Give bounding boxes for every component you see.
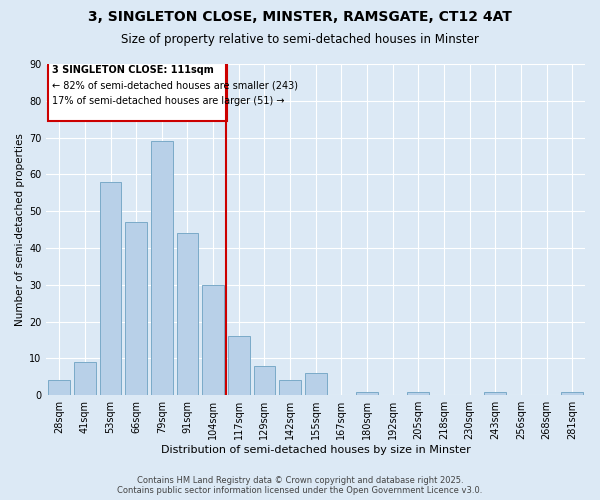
- Bar: [407, 392, 429, 395]
- Text: 17% of semi-detached houses are larger (51) →: 17% of semi-detached houses are larger (…: [52, 96, 284, 106]
- Bar: [561, 392, 583, 395]
- Bar: [49, 380, 70, 395]
- Bar: [151, 142, 173, 395]
- Bar: [305, 373, 326, 395]
- Bar: [202, 285, 224, 395]
- Bar: [356, 392, 378, 395]
- Bar: [125, 222, 147, 395]
- Text: 3 SINGLETON CLOSE: 111sqm: 3 SINGLETON CLOSE: 111sqm: [52, 64, 213, 74]
- Bar: [279, 380, 301, 395]
- FancyBboxPatch shape: [47, 62, 227, 121]
- Bar: [176, 234, 199, 395]
- Bar: [228, 336, 250, 395]
- Text: Contains HM Land Registry data © Crown copyright and database right 2025.
Contai: Contains HM Land Registry data © Crown c…: [118, 476, 482, 495]
- Text: Size of property relative to semi-detached houses in Minster: Size of property relative to semi-detach…: [121, 32, 479, 46]
- Y-axis label: Number of semi-detached properties: Number of semi-detached properties: [15, 133, 25, 326]
- Bar: [74, 362, 96, 395]
- Bar: [484, 392, 506, 395]
- Bar: [100, 182, 121, 395]
- Bar: [254, 366, 275, 395]
- Text: 3, SINGLETON CLOSE, MINSTER, RAMSGATE, CT12 4AT: 3, SINGLETON CLOSE, MINSTER, RAMSGATE, C…: [88, 10, 512, 24]
- X-axis label: Distribution of semi-detached houses by size in Minster: Distribution of semi-detached houses by …: [161, 445, 470, 455]
- Text: ← 82% of semi-detached houses are smaller (243): ← 82% of semi-detached houses are smalle…: [52, 80, 298, 90]
